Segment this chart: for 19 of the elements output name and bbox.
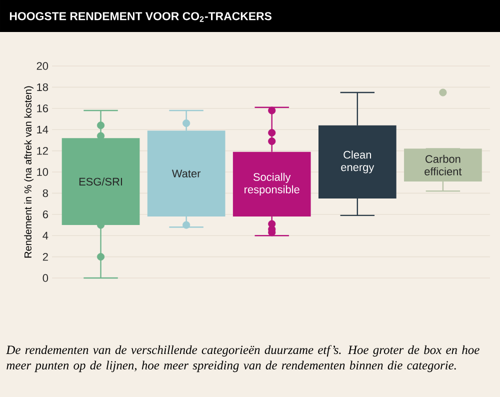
- y-tick-label: 8: [42, 189, 48, 198]
- y-tick-label: 20: [36, 62, 48, 70]
- x-tick-label: Socially responsible: [244, 172, 300, 196]
- chart-title: HOOGSTE RENDEMENT VOOR CO$_{2}$-TRACKERS: [10, 12, 272, 22]
- y-tick-label: 4: [42, 232, 48, 240]
- y-tick-label: 2: [42, 252, 48, 261]
- y-tick-label: 0: [42, 274, 48, 282]
- y-axis-title: Rendement in % (na aftrek van kosten): [24, 86, 34, 258]
- x-tick-label: Clean energy: [341, 150, 374, 174]
- text: De rendementen van de verschillende categorieën duurzame etf’s. Hoe groter de box en hoe meer punten op de lijnen, hoe meer spreiding van de rendementen binnen die categorie.: [6, 345, 480, 372]
- y-tick-label: 18: [37, 83, 48, 92]
- y-tick-label: 14: [37, 126, 48, 134]
- x-tick-label: Water: [172, 170, 201, 178]
- y-tick-label: 10: [37, 168, 48, 176]
- y-tick-label: 12: [37, 146, 48, 155]
- y-tick-label: 6: [42, 210, 48, 218]
- y-tick-label: 16: [37, 104, 48, 112]
- x-tick-label: ESG/SRI: [79, 178, 122, 186]
- x-tick-label: Carbon efficient: [424, 154, 462, 176]
